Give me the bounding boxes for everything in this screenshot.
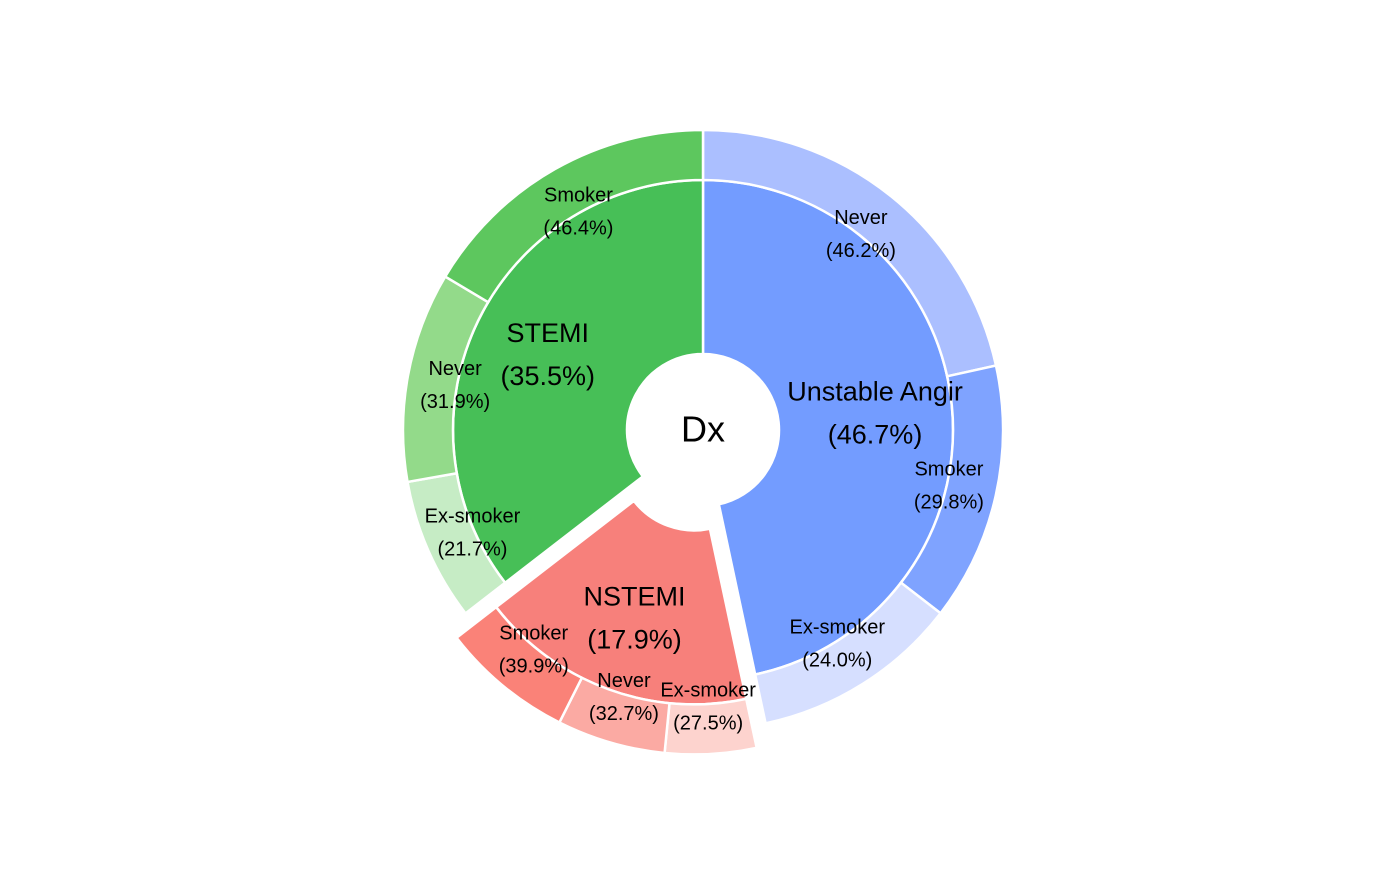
outer-label-nstemi-never-name: Never [597,670,651,692]
outer-label-stemi-ex-smoker-percent: (21.7%) [437,538,507,560]
outer-label-stemi-never-percent: (31.9%) [420,391,490,413]
outer-label-unstable-angina-ex-smoker-name: Ex-smoker [790,617,886,639]
outer-label-stemi-ex-smoker: Ex-smoker (21.7%) [425,505,521,560]
outer-wedge-nstemi-smoker[interactable] [454,605,584,725]
inner-label-unstable-angina-name: Unstable Angir [787,376,963,406]
outer-label-nstemi-smoker: Smoker (39.9%) [499,622,569,677]
outer-label-stemi-smoker-percent: (46.4%) [543,217,613,239]
outer-label-unstable-angina-smoker-percent: (29.8%) [914,492,984,514]
outer-label-stemi-never-name: Never [428,358,482,380]
outer-label-unstable-angina-ex-smoker-percent: (24.0%) [802,650,872,672]
outer-label-nstemi-never: Never (32.7%) [589,670,659,725]
outer-label-unstable-angina-never-percent: (46.2%) [826,240,896,262]
inner-label-unstable-angina-percent: (46.7%) [828,419,923,449]
outer-label-unstable-angina-smoker-name: Smoker [914,459,983,481]
inner-label-stemi-percent: (35.5%) [500,361,595,391]
outer-label-stemi-ex-smoker-name: Ex-smoker [425,505,521,527]
center-label: Dx [681,409,725,450]
outer-label-unstable-angina-never: Never (46.2%) [826,207,896,262]
inner-label-nstemi-name: NSTEMI [583,581,685,611]
inner-label-stemi: STEMI (35.5%) [500,318,595,391]
outer-label-unstable-angina-smoker: Smoker (29.8%) [914,459,984,514]
outer-label-stemi-smoker: Smoker (46.4%) [543,184,613,239]
outer-label-unstable-angina-never-name: Never [834,207,888,229]
outer-label-nstemi-smoker-name: Smoker [499,622,568,644]
outer-label-stemi-never: Never (31.9%) [420,358,490,413]
outer-label-nstemi-never-percent: (32.7%) [589,703,659,725]
wedge-layer [401,128,1005,756]
outer-label-nstemi-ex-smoker-percent: (27.5%) [673,713,743,735]
outer-label-stemi-smoker-name: Smoker [544,184,613,206]
label-layer: Unstable Angir (46.7%) Never (46.2%) Smoker (… [420,184,984,734]
outer-label-unstable-angina-ex-smoker: Ex-smoker (24.0%) [790,617,886,672]
outer-label-nstemi-ex-smoker-name: Ex-smoker [660,680,756,702]
inner-label-nstemi-percent: (17.9%) [587,624,682,654]
inner-label-unstable-angina: Unstable Angir (46.7%) [787,376,963,449]
inner-label-nstemi: NSTEMI (17.9%) [583,581,685,654]
outer-label-nstemi-ex-smoker: Ex-smoker (27.5%) [660,680,756,735]
outer-wedge-stemi-smoker[interactable] [443,128,705,304]
inner-label-stemi-name: STEMI [506,318,589,348]
outer-label-nstemi-smoker-percent: (39.9%) [499,655,569,677]
outer-wedge-unstable-angina-ex-smoker[interactable] [753,580,943,725]
